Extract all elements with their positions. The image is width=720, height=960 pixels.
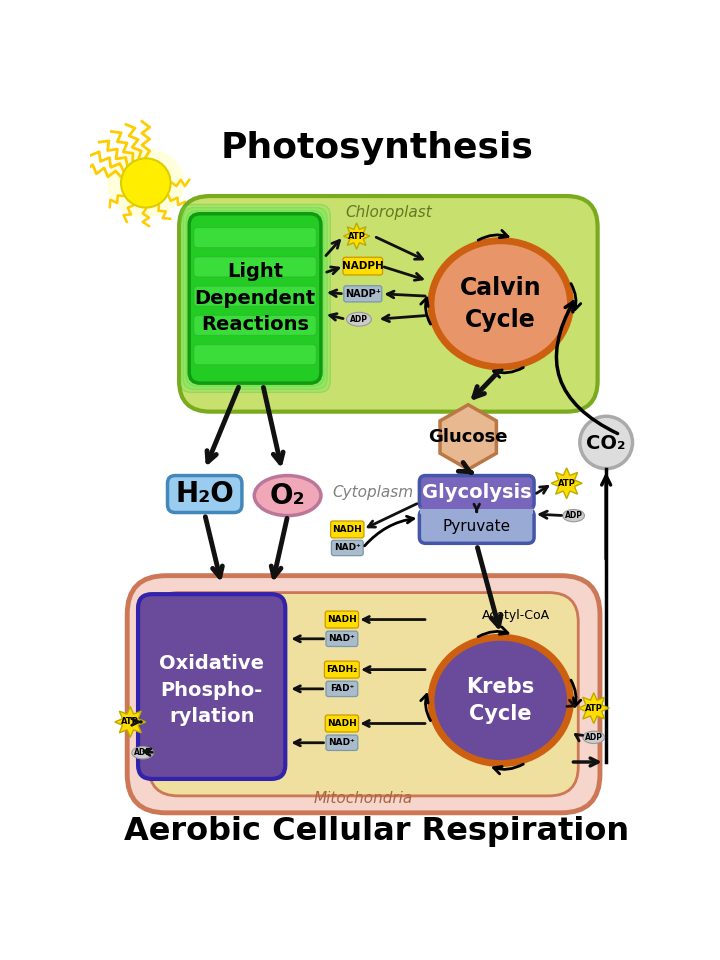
FancyBboxPatch shape — [189, 214, 321, 383]
FancyBboxPatch shape — [138, 594, 285, 779]
FancyBboxPatch shape — [149, 592, 578, 796]
Text: Mitochondria: Mitochondria — [314, 791, 413, 806]
Ellipse shape — [132, 747, 153, 759]
FancyBboxPatch shape — [194, 345, 316, 365]
Text: O₂: O₂ — [270, 482, 305, 510]
Polygon shape — [343, 223, 370, 250]
Text: ATP: ATP — [348, 231, 366, 241]
Text: Pyruvate: Pyruvate — [443, 518, 510, 534]
FancyBboxPatch shape — [189, 214, 321, 383]
FancyBboxPatch shape — [180, 204, 330, 393]
FancyBboxPatch shape — [419, 510, 534, 543]
FancyBboxPatch shape — [168, 475, 242, 513]
Text: FADH₂: FADH₂ — [326, 665, 358, 674]
FancyBboxPatch shape — [325, 661, 359, 678]
Bar — [420, 510, 534, 514]
Text: Aerobic Cellular Respiration: Aerobic Cellular Respiration — [124, 816, 629, 847]
FancyBboxPatch shape — [330, 521, 364, 538]
FancyBboxPatch shape — [325, 715, 359, 732]
Text: ADP: ADP — [585, 732, 603, 742]
Bar — [420, 507, 534, 512]
Text: Cytoplasm: Cytoplasm — [333, 485, 413, 500]
FancyBboxPatch shape — [326, 735, 358, 751]
Text: ADP: ADP — [134, 748, 152, 757]
Text: CO₂: CO₂ — [586, 435, 626, 453]
Text: ATP: ATP — [122, 717, 139, 727]
FancyBboxPatch shape — [325, 612, 359, 628]
Text: ADP: ADP — [564, 511, 582, 520]
FancyBboxPatch shape — [331, 540, 363, 556]
FancyBboxPatch shape — [194, 228, 316, 248]
FancyBboxPatch shape — [343, 257, 382, 275]
Polygon shape — [114, 707, 145, 737]
Ellipse shape — [107, 148, 184, 218]
Text: NADH: NADH — [333, 525, 362, 534]
Text: Chloroplast: Chloroplast — [345, 205, 432, 221]
Text: Oxidative
Phospho-
rylation: Oxidative Phospho- rylation — [159, 655, 264, 727]
FancyBboxPatch shape — [194, 257, 316, 276]
Text: Light
Dependent
Reactions: Light Dependent Reactions — [194, 262, 315, 334]
Ellipse shape — [346, 312, 372, 326]
Text: NAD⁺: NAD⁺ — [334, 543, 361, 552]
Circle shape — [580, 417, 632, 468]
FancyBboxPatch shape — [183, 207, 327, 390]
Text: Photosynthesis: Photosynthesis — [220, 131, 534, 164]
Ellipse shape — [254, 475, 321, 516]
FancyBboxPatch shape — [344, 286, 382, 302]
Ellipse shape — [431, 637, 570, 763]
Text: Calvin
Cycle: Calvin Cycle — [460, 276, 541, 331]
FancyBboxPatch shape — [179, 196, 598, 412]
FancyBboxPatch shape — [194, 316, 316, 335]
Text: NADPH: NADPH — [342, 261, 384, 271]
FancyBboxPatch shape — [186, 210, 324, 386]
Polygon shape — [440, 405, 496, 469]
Text: Acetyl-CoA: Acetyl-CoA — [482, 610, 550, 622]
FancyBboxPatch shape — [326, 682, 358, 697]
Text: H₂O: H₂O — [176, 480, 234, 508]
Text: ATP: ATP — [585, 704, 603, 712]
Text: NADH: NADH — [327, 615, 356, 624]
Ellipse shape — [583, 732, 605, 743]
Polygon shape — [578, 693, 609, 724]
Text: Glycolysis: Glycolysis — [422, 483, 531, 502]
Polygon shape — [551, 468, 582, 498]
Text: NAD⁺: NAD⁺ — [328, 738, 355, 747]
Text: ATP: ATP — [558, 479, 575, 488]
FancyBboxPatch shape — [419, 475, 534, 510]
Circle shape — [121, 158, 171, 207]
Text: FAD⁺: FAD⁺ — [330, 684, 354, 693]
FancyBboxPatch shape — [194, 286, 316, 306]
Ellipse shape — [563, 510, 585, 522]
Text: NADP⁺: NADP⁺ — [345, 289, 381, 299]
Ellipse shape — [431, 241, 570, 367]
Text: Krebs
Cycle: Krebs Cycle — [467, 677, 535, 724]
Text: NADH: NADH — [327, 719, 356, 728]
FancyBboxPatch shape — [326, 631, 358, 646]
Text: NAD⁺: NAD⁺ — [328, 635, 355, 643]
Text: ADP: ADP — [350, 315, 368, 324]
FancyBboxPatch shape — [127, 576, 600, 813]
Text: Glucose: Glucose — [428, 428, 508, 446]
